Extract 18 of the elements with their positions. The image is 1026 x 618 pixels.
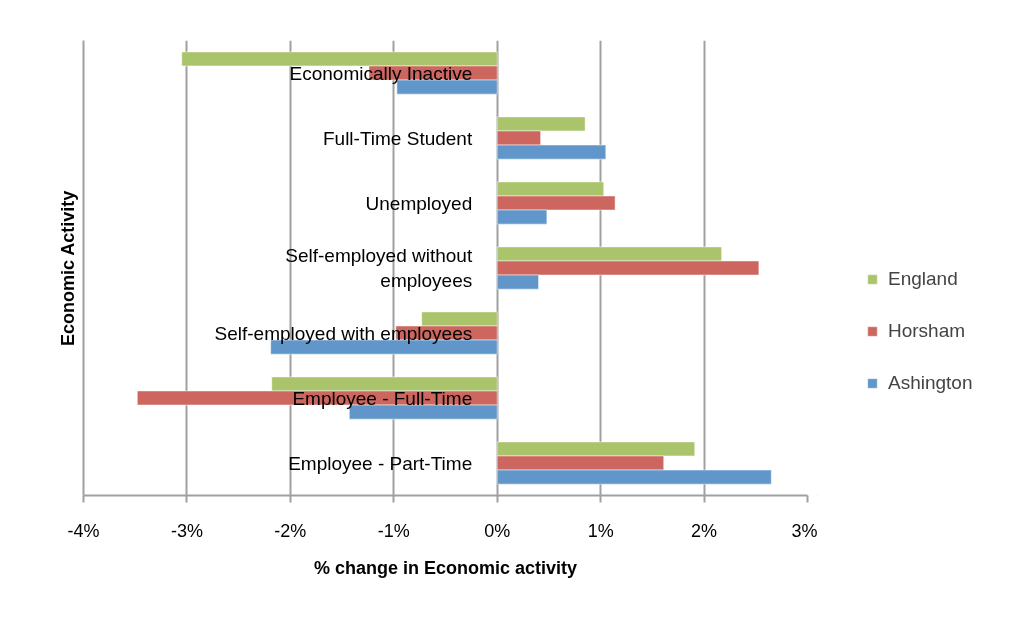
x-tick-label: -3% <box>170 520 203 541</box>
y-tick-label: Employee - Part-Time <box>288 452 473 474</box>
y-tick-label: Unemployed <box>365 192 473 214</box>
x-tick-label: -4% <box>67 520 100 541</box>
x-tick-label: -2% <box>274 520 307 541</box>
x-tick-label: -1% <box>377 520 410 541</box>
x-tick-label: 0% <box>484 520 511 541</box>
y-tick-label: Employee - Full-Time <box>292 387 473 409</box>
x-tick-label: 2% <box>691 520 718 541</box>
y-axis-title: Economic Activity <box>57 190 78 347</box>
legend-label: England <box>888 268 958 290</box>
legend-label: Horsham <box>888 320 966 342</box>
x-tick-label: 3% <box>791 520 818 541</box>
x-tick-label: 1% <box>587 520 614 541</box>
legend-label: Ashington <box>888 372 973 394</box>
x-axis-title: % change in Economic activity <box>313 557 578 578</box>
y-tick-label: Self-employed without employees <box>285 245 473 291</box>
y-tick-label: Full-Time Student <box>322 127 473 149</box>
